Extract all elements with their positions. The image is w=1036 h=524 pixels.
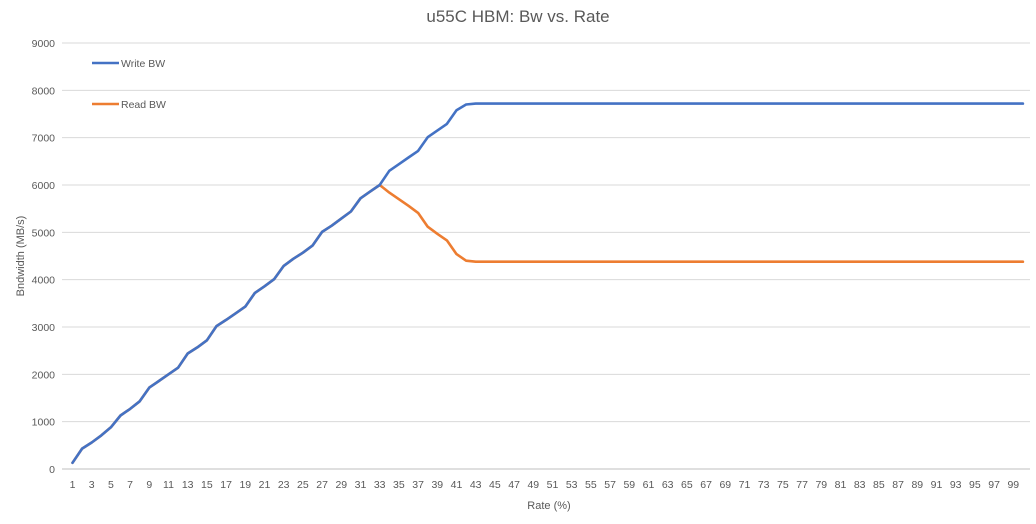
x-tick-label: 25: [297, 479, 309, 491]
x-tick-label: 5: [108, 479, 114, 491]
x-tick-label: 49: [527, 479, 539, 491]
x-tick-label: 99: [1007, 479, 1019, 491]
x-tick-label: 39: [431, 479, 443, 491]
x-tick-label: 81: [835, 479, 847, 491]
y-tick-label: 1000: [32, 417, 56, 429]
chart-title: u55C HBM: Bw vs. Rate: [426, 7, 609, 26]
y-tick-label: 8000: [32, 85, 56, 97]
x-tick-label: 77: [796, 479, 808, 491]
y-tick-label: 6000: [32, 180, 56, 192]
x-tick-label: 67: [700, 479, 712, 491]
x-tick-label: 75: [777, 479, 789, 491]
x-tick-label: 55: [585, 479, 597, 491]
series-line-write: [71, 102, 1025, 465]
x-tick-label: 29: [335, 479, 347, 491]
x-tick-label: 47: [508, 479, 520, 491]
y-tick-label: 9000: [32, 38, 56, 50]
x-tick-label: 27: [316, 479, 328, 491]
x-tick-label: 51: [547, 479, 559, 491]
x-tick-label: 97: [988, 479, 1000, 491]
y-tick-label: 3000: [32, 322, 56, 334]
x-tick-label: 61: [643, 479, 655, 491]
y-axis-label: Bndwidth (MB/s): [15, 216, 27, 297]
x-tick-label: 43: [470, 479, 482, 491]
gridlines: [62, 42, 1030, 423]
legend-label-write: Write BW: [121, 58, 165, 70]
x-tick-label: 53: [566, 479, 578, 491]
x-tick-label: 79: [815, 479, 827, 491]
x-axis-ticks: 1 3 5 7 9 11 13 15 17 19 21 23 25 27 29 31 33 35 37 39 41 43 4…: [70, 479, 1020, 491]
x-tick-label: 23: [278, 479, 290, 491]
x-tick-label: 59: [623, 479, 635, 491]
x-tick-label: 35: [393, 479, 405, 491]
x-axis-label: Rate (%): [527, 500, 570, 512]
x-tick-label: 15: [201, 479, 213, 491]
x-tick-label: 3: [89, 479, 95, 491]
x-tick-label: 85: [873, 479, 885, 491]
legend-label-read: Read BW: [121, 99, 166, 111]
x-tick-label: 13: [182, 479, 194, 491]
y-tick-label: 0: [49, 464, 55, 476]
x-tick-label: 63: [662, 479, 674, 491]
x-tick-label: 91: [931, 479, 943, 491]
x-tick-label: 31: [355, 479, 367, 491]
x-tick-label: 1: [70, 479, 76, 491]
x-tick-label: 41: [451, 479, 463, 491]
y-axis-ticks: 0 1000 2000 3000 4000 5000 6000 7000 8000 9000: [32, 38, 56, 476]
x-tick-label: 11: [163, 479, 174, 491]
x-tick-label: 65: [681, 479, 693, 491]
x-tick-label: 69: [719, 479, 731, 491]
y-tick-label: 5000: [32, 227, 56, 239]
x-tick-label: 21: [259, 479, 271, 491]
legend: Write BW Read BW: [92, 58, 166, 111]
x-tick-label: 37: [412, 479, 424, 491]
x-tick-label: 17: [220, 479, 232, 491]
x-tick-label: 73: [758, 479, 770, 491]
x-tick-label: 71: [739, 479, 751, 491]
x-tick-label: 89: [911, 479, 923, 491]
x-tick-label: 93: [950, 479, 962, 491]
y-tick-label: 2000: [32, 369, 56, 381]
x-tick-label: 33: [374, 479, 386, 491]
series-lines: [71, 102, 1025, 465]
y-tick-label: 4000: [32, 275, 56, 287]
x-tick-label: 9: [146, 479, 152, 491]
x-tick-label: 7: [127, 479, 133, 491]
x-tick-label: 87: [892, 479, 904, 491]
series-line-read: [71, 183, 1025, 465]
y-tick-label: 7000: [32, 133, 56, 145]
x-tick-label: 57: [604, 479, 616, 491]
x-tick-label: 83: [854, 479, 866, 491]
x-tick-label: 19: [239, 479, 251, 491]
x-tick-label: 95: [969, 479, 981, 491]
x-tick-label: 45: [489, 479, 501, 491]
